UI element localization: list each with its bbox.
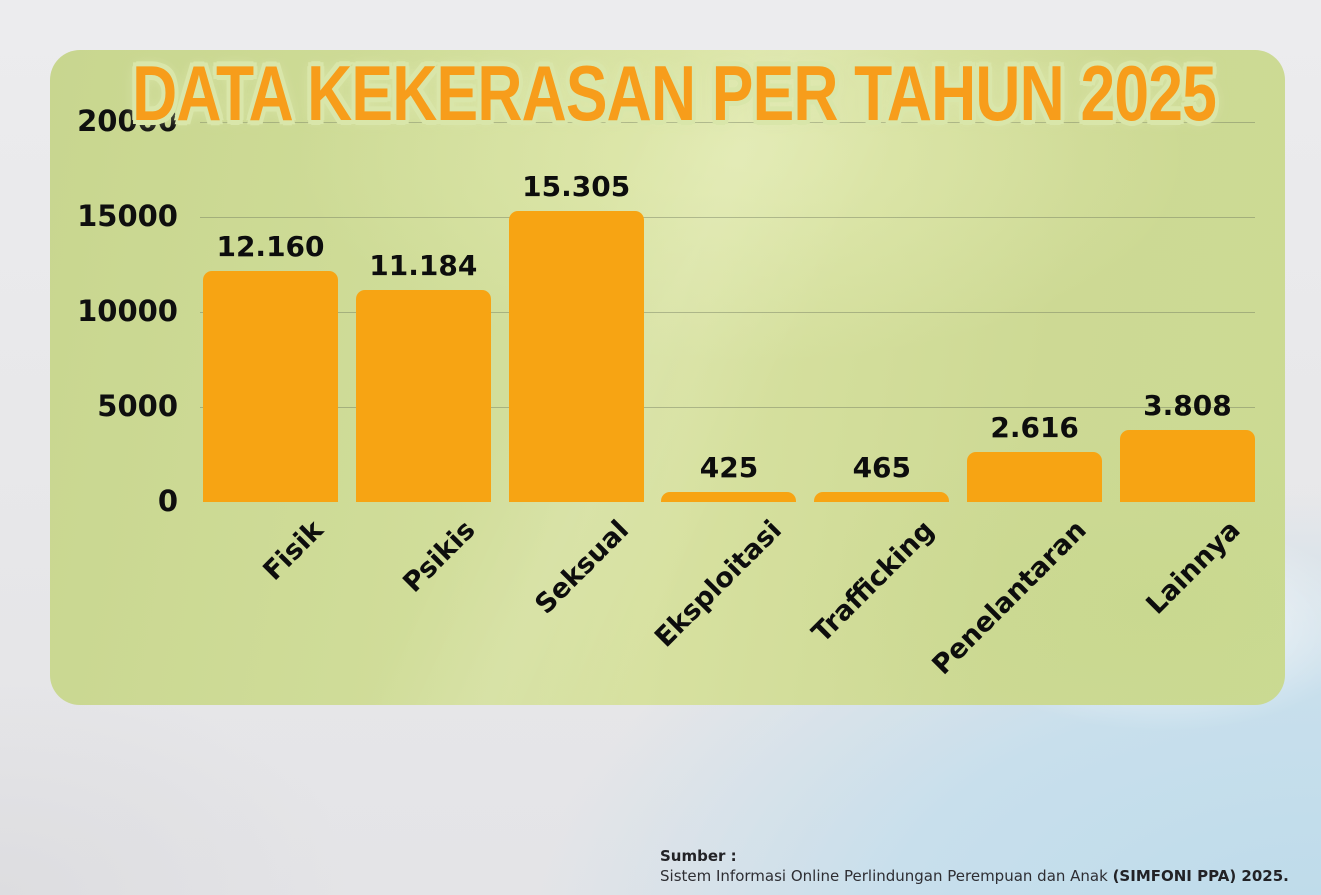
bar-column-seksual: 15.305 Seksual xyxy=(508,122,644,620)
source-text: Sistem Informasi Online Perlindungan Per… xyxy=(660,866,1289,886)
gridline-5000 xyxy=(200,407,1255,408)
chart-panel: 20000 15000 10000 5000 0 12.160 Fisik 11.184 Ps… xyxy=(50,50,1285,705)
y-axis-tick-label-0: 0 xyxy=(157,483,178,518)
bar-lainnya xyxy=(1119,430,1255,502)
bar-column-penelantaran: 2.616 Penelantaran xyxy=(927,122,1103,681)
x-axis-category-label-fisik: Fisik xyxy=(256,514,330,587)
bar-value-label-lainnya: 3.808 xyxy=(1143,389,1232,422)
bar-seksual xyxy=(508,211,644,502)
gridline-20000 xyxy=(200,122,1255,123)
chart-title: DATA KEKERASAN PER TAHUN 2025 xyxy=(132,49,1217,138)
bar-column-eksploitasi: 425 Eksploitasi xyxy=(649,122,797,653)
bars-container: 12.160 Fisik 11.184 Psikis 15.305 Seksual 425 E… xyxy=(203,122,1255,681)
bar-value-label-psikis: 11.184 xyxy=(369,249,478,282)
y-axis-tick-label-20000: 20000 xyxy=(77,103,178,138)
x-axis-category-label-psikis: Psikis xyxy=(397,514,482,599)
gridline-10000 xyxy=(200,312,1255,313)
source-text-bold: (SIMFONI PPA) 2025. xyxy=(1112,867,1289,886)
y-axis-tick-label-15000: 15000 xyxy=(77,198,178,233)
source-note: Sumber : Sistem Informasi Online Perlind… xyxy=(660,846,1289,887)
source-text-regular: Sistem Informasi Online Perlindungan Per… xyxy=(660,867,1113,886)
bar-value-label-seksual: 15.305 xyxy=(522,170,631,203)
bar-eksploitasi xyxy=(661,492,797,502)
bar-column-lainnya: 3.808 Lainnya xyxy=(1119,122,1255,621)
y-axis-tick-label-5000: 5000 xyxy=(97,388,178,423)
bar-value-label-fisik: 12.160 xyxy=(216,230,325,263)
bar-column-fisik: 12.160 Fisik xyxy=(203,122,338,587)
bar-value-label-penelantaran: 2.616 xyxy=(990,411,1079,444)
bar-trafficking xyxy=(814,492,950,502)
bar-fisik xyxy=(203,271,338,502)
bar-column-trafficking: 465 Trafficking xyxy=(806,122,950,649)
bar-column-psikis: 11.184 Psikis xyxy=(355,122,491,599)
y-axis-tick-label-10000: 10000 xyxy=(77,293,178,328)
x-axis-category-label-seksual: Seksual xyxy=(528,514,635,621)
bar-psikis xyxy=(355,290,491,502)
bar-value-label-trafficking: 465 xyxy=(852,451,912,484)
plot-area: 20000 15000 10000 5000 0 12.160 Fisik 11.184 Ps… xyxy=(77,106,1255,681)
x-axis-category-label-lainnya: Lainnya xyxy=(1139,514,1246,621)
source-label: Sumber : xyxy=(660,847,737,865)
x-axis-category-label-trafficking: Trafficking xyxy=(806,514,941,649)
bar-penelantaran xyxy=(967,452,1103,502)
gridline-15000 xyxy=(200,217,1255,218)
x-axis-category-label-penelantaran: Penelantaran xyxy=(926,514,1094,681)
bar-value-label-eksploitasi: 425 xyxy=(699,451,759,484)
x-axis-category-label-eksploitasi: Eksploitasi xyxy=(648,514,788,654)
